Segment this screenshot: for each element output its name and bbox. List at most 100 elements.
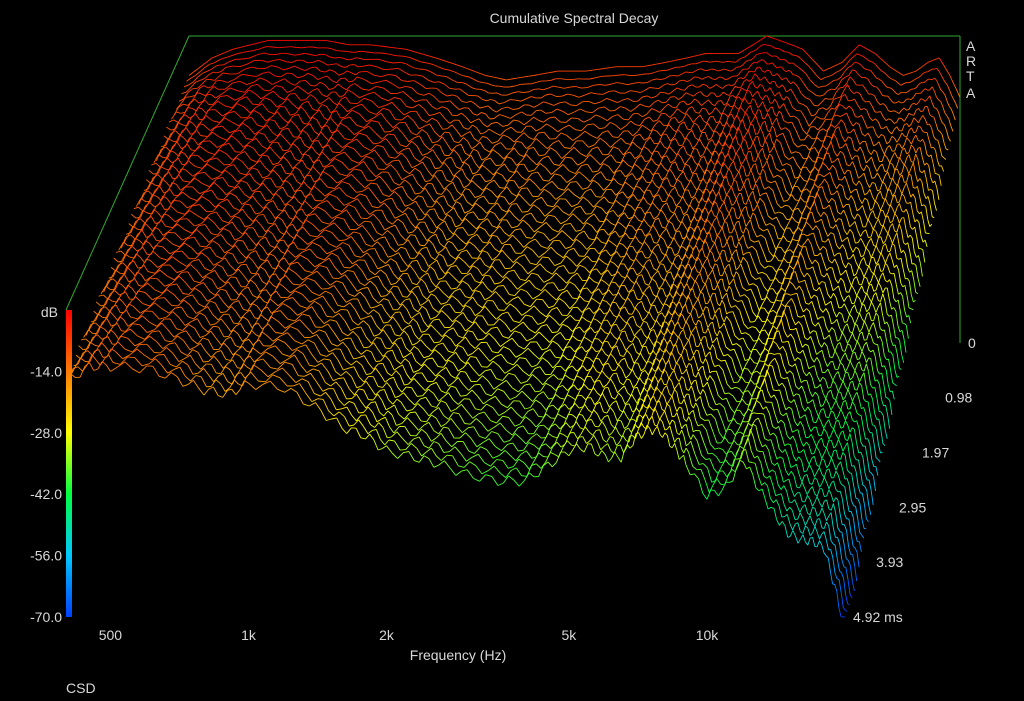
slice-segment <box>761 70 766 73</box>
slice-segment <box>884 300 888 314</box>
plot-frame <box>65 35 961 343</box>
slice-segment <box>431 183 438 194</box>
slice-segment <box>843 112 847 116</box>
slice-segment <box>771 277 776 285</box>
slice-segment <box>852 181 857 186</box>
slice-segment <box>478 81 484 84</box>
slice-segment <box>554 216 562 225</box>
slice-segment <box>499 259 506 269</box>
slice-segment <box>509 170 515 174</box>
slice-segment <box>832 164 837 170</box>
slice-segment <box>740 234 744 238</box>
slice-segment <box>442 256 449 267</box>
slice-segment <box>890 315 894 326</box>
slice-segment <box>376 45 385 47</box>
slice-segment <box>830 65 835 69</box>
slice-segment <box>922 106 926 112</box>
slice-segment <box>894 152 898 158</box>
slice-segment <box>933 136 937 140</box>
slice-segment <box>910 162 914 169</box>
slice-segment <box>261 39 270 43</box>
slice-segment <box>740 207 745 214</box>
slice-segment <box>489 231 496 237</box>
slice-segment <box>294 65 301 70</box>
slice-segment <box>412 210 419 221</box>
slice-segment <box>735 85 739 89</box>
slice-segment <box>798 102 804 105</box>
slice-segment <box>175 167 180 174</box>
slice-segment <box>284 93 291 101</box>
slice-segment <box>565 198 573 207</box>
slice-segment <box>915 265 919 279</box>
slice-segment <box>835 168 840 180</box>
slice-segment <box>570 181 577 183</box>
slice-segment <box>793 62 796 66</box>
slice-segment <box>752 125 757 135</box>
slice-segment <box>557 127 564 133</box>
slice-segment <box>839 252 844 264</box>
slice-segment <box>195 71 201 76</box>
slice-segment <box>263 119 270 128</box>
slice-segment <box>240 144 248 153</box>
slice-segment <box>594 137 601 145</box>
slice-segment <box>779 258 785 266</box>
slice-segment <box>818 85 823 88</box>
slice-segment <box>886 63 891 68</box>
slice-segment <box>264 97 271 101</box>
slice-segment <box>846 59 851 65</box>
slice-segment <box>492 225 498 229</box>
slice-segment <box>880 285 884 294</box>
slice-segment <box>835 126 840 130</box>
slice-segment <box>922 115 926 120</box>
slice-segment <box>412 104 419 109</box>
slice-segment <box>850 278 855 287</box>
slice-segment <box>740 212 745 219</box>
slice-segment <box>512 91 518 94</box>
slice-segment <box>361 103 370 113</box>
slice-segment <box>501 174 508 182</box>
slice-segment <box>548 173 555 182</box>
slice-segment <box>279 96 285 101</box>
slice-segment <box>669 236 674 240</box>
slice-segment <box>253 77 261 83</box>
slice-segment <box>654 217 659 221</box>
slice-segment <box>752 212 756 216</box>
slice-segment <box>769 70 773 76</box>
slice-segment <box>774 117 778 122</box>
slice-segment <box>236 103 245 108</box>
slice-segment <box>177 157 183 165</box>
slice-segment <box>767 112 771 119</box>
slice-segment <box>585 148 593 157</box>
slice-segment <box>913 102 917 106</box>
slice-segment <box>460 144 466 154</box>
slice-segment <box>281 86 288 93</box>
slice-segment <box>237 140 245 148</box>
slice-segment <box>285 61 292 63</box>
slice-segment <box>663 177 668 181</box>
slice-segment <box>655 185 660 189</box>
slice-segment <box>823 90 828 96</box>
slice-segment <box>518 104 525 110</box>
slice-segment <box>534 238 542 247</box>
slice-segment <box>590 92 598 95</box>
slice-segment <box>680 182 685 191</box>
slice-segment <box>733 66 737 71</box>
slice-segment <box>422 183 428 190</box>
slice-segment <box>427 170 433 177</box>
slice-segment <box>728 113 732 116</box>
slice-segment <box>264 65 272 70</box>
slice-segment <box>416 145 423 156</box>
slice-segment <box>795 199 800 201</box>
slice-segment <box>796 164 802 171</box>
slice-segment <box>662 228 667 233</box>
slice-segment <box>214 76 220 81</box>
slice-segment <box>714 228 718 237</box>
slice-segment <box>657 99 663 104</box>
slice-segment <box>622 118 629 121</box>
slice-segment <box>179 166 185 174</box>
slice-segment <box>740 178 745 186</box>
slice-segment <box>237 68 245 75</box>
slice-segment <box>786 143 792 154</box>
slice-segment <box>851 98 855 101</box>
slice-segment <box>478 118 484 125</box>
